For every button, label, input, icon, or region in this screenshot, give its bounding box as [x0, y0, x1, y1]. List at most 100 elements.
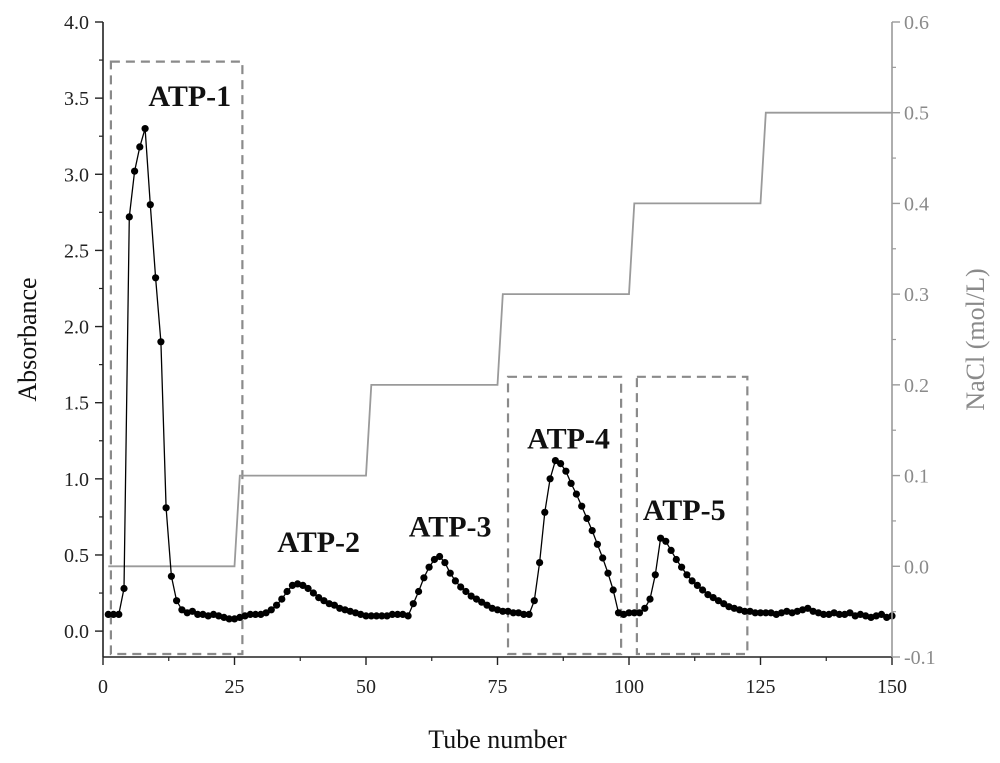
x-tick-label: 75 — [488, 676, 508, 698]
absorbance-point — [404, 612, 412, 620]
absorbance-point — [709, 594, 717, 602]
absorbance-point — [530, 597, 538, 605]
absorbance-point — [372, 612, 381, 620]
absorbance-point — [320, 597, 328, 605]
fraction-box — [109, 60, 244, 656]
absorbance-point — [273, 601, 281, 609]
absorbance-point — [394, 610, 402, 619]
absorbance-point — [146, 201, 154, 209]
x-tick-label: 100 — [614, 676, 644, 698]
absorbance-point — [714, 597, 723, 605]
y-tick-label: 1.0 — [64, 469, 89, 491]
absorbance-point — [451, 577, 459, 585]
absorbance-point — [499, 607, 507, 615]
absorbance-point — [315, 594, 323, 602]
absorbance-point — [562, 467, 570, 475]
absorbance-point — [567, 479, 575, 487]
peak-label: ATP-5 — [643, 494, 726, 527]
absorbance-point — [309, 589, 317, 597]
absorbance-point — [483, 601, 491, 609]
nacl-series — [108, 111, 892, 568]
absorbance-point — [846, 609, 854, 617]
y-tick-label: 0.5 — [64, 545, 89, 567]
absorbance-point — [330, 601, 338, 609]
absorbance-point — [593, 540, 602, 548]
absorbance-point — [152, 274, 160, 282]
absorbance-point — [430, 555, 438, 564]
absorbance-point — [599, 554, 607, 562]
y2-tick-label: 0.6 — [904, 12, 929, 34]
absorbance-point — [188, 607, 196, 615]
absorbance-point — [157, 338, 165, 346]
x-axis-title: Tube number — [428, 725, 567, 754]
absorbance-point — [688, 577, 696, 585]
absorbance-point — [662, 537, 670, 545]
absorbance-point — [551, 457, 560, 465]
absorbance-point — [125, 213, 133, 221]
absorbance-point — [367, 612, 375, 620]
absorbance-point — [683, 571, 691, 579]
y-tick-label: 2.0 — [64, 317, 89, 339]
absorbance-point — [409, 600, 417, 608]
absorbance-point — [457, 583, 465, 591]
absorbance-point — [378, 612, 386, 620]
nacl-line — [108, 111, 892, 568]
absorbance-point — [262, 609, 270, 617]
absorbance-point — [630, 609, 638, 617]
absorbance-point — [136, 143, 144, 151]
absorbance-point — [446, 569, 454, 577]
y-tick-label: 1.5 — [64, 393, 89, 415]
absorbance-line — [108, 128, 893, 620]
absorbance-point — [741, 607, 749, 615]
absorbance-point — [225, 615, 233, 623]
y-tick-label: 3.0 — [64, 164, 89, 186]
y-tick-label: 0.0 — [64, 621, 89, 643]
y-tick-label: 2.5 — [64, 240, 89, 262]
absorbance-point — [536, 559, 544, 567]
absorbance-point — [635, 609, 644, 617]
peak-labels: ATP-1 ATP-2 ATP-3 ATP-4 ATP-5 — [148, 80, 725, 559]
absorbance-point — [588, 527, 596, 535]
absorbance-point — [651, 571, 659, 579]
absorbance-point — [678, 563, 686, 571]
absorbance-point — [609, 586, 617, 594]
absorbance-point — [604, 569, 612, 577]
y2-axis-title: NaCl (mol/L) — [961, 268, 990, 410]
peak-label: ATP-3 — [409, 511, 492, 544]
absorbance-point — [194, 610, 202, 619]
absorbance-point — [131, 167, 139, 175]
absorbance-point — [756, 609, 765, 617]
absorbance-point — [672, 555, 680, 564]
y2-tick-label: 0.2 — [904, 375, 929, 397]
absorbance-point — [520, 610, 528, 619]
absorbance-point — [441, 559, 449, 567]
absorbance-point — [557, 460, 565, 468]
absorbance-point — [667, 546, 675, 555]
y2-tick-label: 0.0 — [904, 556, 929, 578]
absorbance-point — [420, 574, 428, 582]
absorbance-point — [699, 586, 707, 594]
absorbance-point — [267, 606, 275, 614]
absorbance-point — [115, 610, 123, 619]
ticks: 0 25 50 75 100 125 150 0.0 0.5 1.0 1.5 2.0 2.5 3.0 3.5… — [64, 12, 936, 698]
absorbance-point — [467, 592, 475, 600]
y2-tick-label: 0.3 — [904, 284, 929, 306]
x-tick-label: 25 — [225, 676, 245, 698]
absorbance-point — [173, 597, 181, 605]
peak-label: ATP-2 — [277, 526, 360, 559]
absorbance-point — [362, 612, 370, 620]
absorbance-point — [546, 475, 554, 483]
absorbance-point — [720, 600, 728, 608]
x-tick-label: 150 — [877, 676, 907, 698]
absorbance-point — [304, 584, 312, 593]
absorbance-point — [478, 598, 486, 606]
absorbance-point — [388, 610, 396, 619]
absorbance-point — [693, 581, 702, 590]
absorbance-point — [762, 609, 770, 617]
peak-label: ATP-4 — [527, 422, 610, 455]
absorbance-point — [251, 610, 260, 619]
y-axis-title: Absorbance — [13, 277, 42, 401]
absorbance-point — [572, 490, 581, 498]
absorbance-point — [141, 125, 149, 133]
